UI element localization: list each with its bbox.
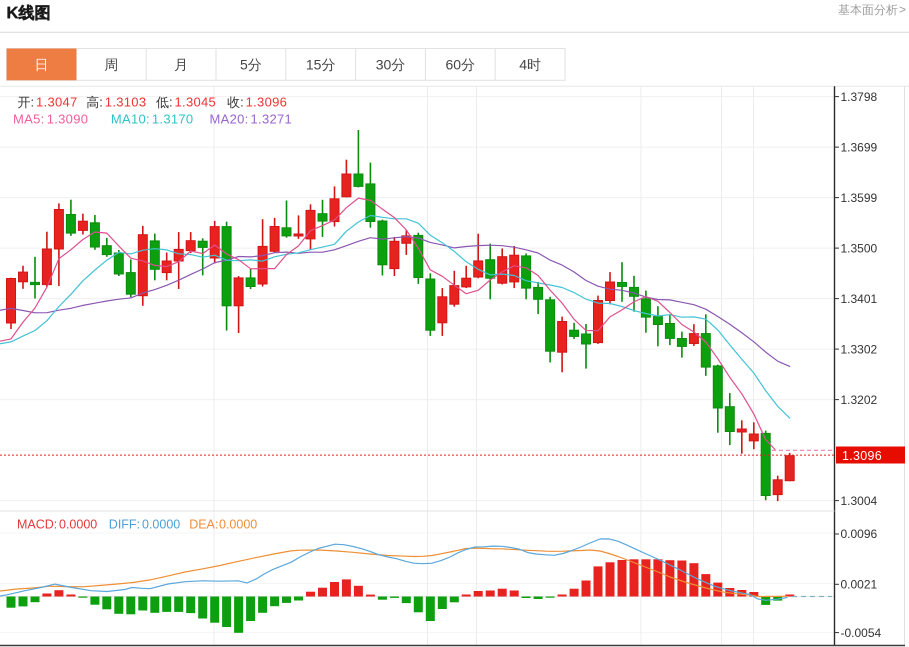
svg-text:0.0096: 0.0096 [841, 527, 878, 541]
svg-text::: : [99, 95, 103, 110]
svg-text:0.0000: 0.0000 [142, 518, 180, 532]
svg-text:30: 30 [376, 56, 392, 72]
svg-text:>: > [899, 3, 906, 17]
svg-text:MA10:: MA10: [111, 112, 150, 127]
svg-text:1.3401: 1.3401 [841, 292, 878, 306]
svg-text:1.3096: 1.3096 [246, 95, 288, 110]
svg-text:1.3599: 1.3599 [841, 191, 878, 205]
svg-text:5: 5 [240, 56, 248, 72]
svg-text:MACD:: MACD: [17, 518, 57, 532]
svg-text:1.3302: 1.3302 [841, 342, 878, 356]
svg-text:DEA:: DEA: [189, 518, 218, 532]
svg-text:4: 4 [519, 56, 527, 72]
svg-text:1.3170: 1.3170 [152, 112, 194, 127]
svg-text:1.3500: 1.3500 [841, 241, 878, 255]
svg-text:MA20:: MA20: [210, 112, 249, 127]
svg-text::: : [169, 95, 173, 110]
svg-text:0.0021: 0.0021 [841, 578, 878, 592]
svg-text:1.3045: 1.3045 [175, 95, 217, 110]
svg-text::: : [240, 95, 244, 110]
svg-text:-0.0054: -0.0054 [841, 626, 882, 640]
svg-text:1.3798: 1.3798 [841, 90, 878, 104]
svg-text::: : [31, 95, 35, 110]
svg-text:1.3047: 1.3047 [36, 95, 78, 110]
svg-text:0.0000: 0.0000 [219, 518, 257, 532]
svg-text:15: 15 [306, 56, 322, 72]
svg-text:1.3004: 1.3004 [841, 494, 878, 508]
svg-text:1.3096: 1.3096 [842, 449, 882, 463]
svg-text:60: 60 [446, 56, 462, 72]
svg-text:DIFF:: DIFF: [109, 518, 140, 532]
svg-text:1.3271: 1.3271 [251, 112, 293, 127]
svg-text:0.0000: 0.0000 [59, 518, 97, 532]
svg-text:1.3090: 1.3090 [47, 112, 89, 127]
svg-text:1.3202: 1.3202 [841, 393, 878, 407]
svg-text:1.3699: 1.3699 [841, 140, 878, 154]
svg-text:1.3103: 1.3103 [105, 95, 147, 110]
svg-text:MA5:: MA5: [13, 112, 45, 127]
